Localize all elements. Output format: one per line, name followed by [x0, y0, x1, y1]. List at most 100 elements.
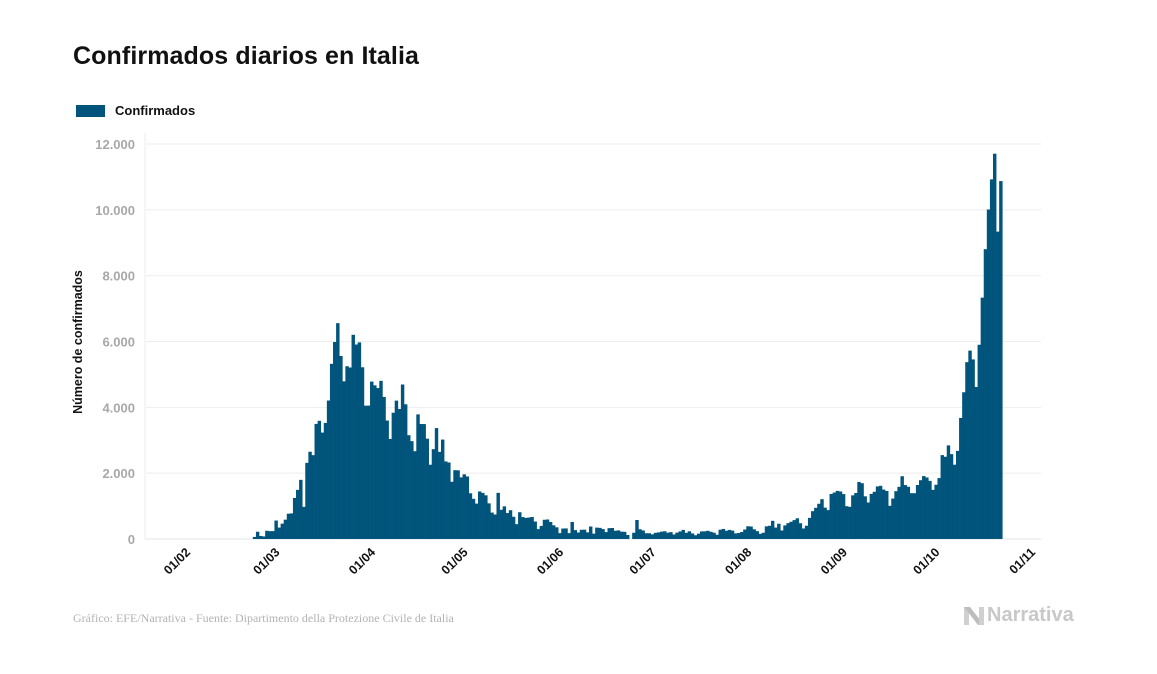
bar: [826, 510, 830, 539]
bar: [888, 505, 892, 539]
x-tick-label: 01/08: [722, 545, 754, 577]
bar: [564, 528, 568, 539]
bar: [576, 532, 581, 539]
bar: [524, 517, 528, 539]
bar: [666, 532, 670, 539]
bar: [989, 179, 994, 539]
bar: [317, 420, 322, 539]
bar: [903, 485, 907, 539]
bar: [610, 528, 615, 539]
bar: [292, 497, 297, 539]
bar: [567, 533, 571, 539]
bar: [419, 424, 423, 539]
bar: [255, 531, 260, 539]
bar: [811, 511, 815, 539]
bar: [385, 420, 389, 539]
bar: [968, 350, 972, 539]
bar: [940, 455, 944, 539]
bar: [653, 532, 658, 539]
bar: [820, 499, 824, 539]
bar: [795, 518, 800, 539]
y-tick-labels: 0 2.000 4.000 6.000 8.000 10.000 12.000: [95, 137, 135, 547]
bar: [616, 530, 621, 539]
bar: [490, 512, 494, 539]
bar: [453, 470, 457, 539]
bar: [326, 400, 331, 539]
x-tick-label: 01/10: [911, 545, 943, 577]
bar: [471, 498, 476, 539]
bar: [366, 405, 371, 539]
bar: [866, 502, 870, 539]
bar: [980, 297, 985, 539]
bar: [345, 366, 349, 539]
bar: [527, 517, 531, 539]
bar: [363, 405, 368, 539]
bar: [271, 531, 275, 539]
bar: [533, 521, 537, 539]
bar: [838, 491, 843, 539]
bars: [185, 153, 1003, 540]
bar: [468, 493, 473, 539]
bar: [971, 359, 975, 539]
bar: [518, 512, 522, 539]
narrativa-logo: Narrativa: [963, 604, 1074, 627]
bar: [635, 520, 639, 539]
bar: [851, 495, 855, 539]
bar: [548, 522, 553, 539]
bar: [437, 451, 442, 539]
y-tick-label: 6.000: [102, 335, 135, 350]
bar: [536, 529, 540, 540]
bar: [696, 533, 701, 539]
bar: [999, 181, 1003, 539]
bar: [783, 525, 787, 539]
bar: [351, 334, 355, 539]
bar: [373, 385, 377, 539]
bar: [721, 528, 726, 539]
bar: [265, 530, 269, 539]
bar: [558, 533, 562, 539]
bar: [780, 530, 784, 539]
bar: [259, 535, 263, 539]
bar: [687, 531, 692, 539]
bar: [693, 535, 698, 539]
bar: [638, 529, 642, 539]
bar: [952, 464, 957, 539]
bar: [505, 513, 510, 539]
bar: [767, 525, 772, 539]
bar: [348, 367, 352, 539]
bar: [299, 479, 303, 539]
bar: [962, 392, 966, 539]
bar: [891, 498, 895, 539]
bar: [650, 534, 655, 539]
bar: [922, 476, 926, 539]
bar: [360, 367, 365, 539]
bar: [647, 533, 652, 539]
bar: [770, 520, 775, 539]
bar: [496, 492, 500, 539]
bar: [379, 380, 383, 539]
bar: [573, 530, 578, 539]
bar: [413, 451, 417, 539]
bar: [659, 531, 664, 539]
bar: [487, 503, 491, 539]
bar: [949, 454, 954, 539]
bar: [262, 536, 266, 539]
bar: [632, 532, 636, 539]
bar: [758, 533, 763, 539]
bar: [996, 231, 1000, 539]
bar: [604, 532, 608, 539]
bar: [428, 464, 433, 539]
bar: [440, 439, 445, 539]
bar: [663, 531, 667, 539]
bar: [308, 451, 312, 539]
bar: [832, 492, 837, 539]
bar: [514, 524, 519, 539]
bar: [641, 530, 645, 539]
bar: [502, 506, 507, 539]
bar: [983, 249, 988, 539]
gridlines: [146, 143, 1041, 540]
bar: [743, 529, 747, 539]
bar: [706, 530, 710, 539]
bar: [370, 381, 374, 539]
bar: [391, 412, 396, 539]
